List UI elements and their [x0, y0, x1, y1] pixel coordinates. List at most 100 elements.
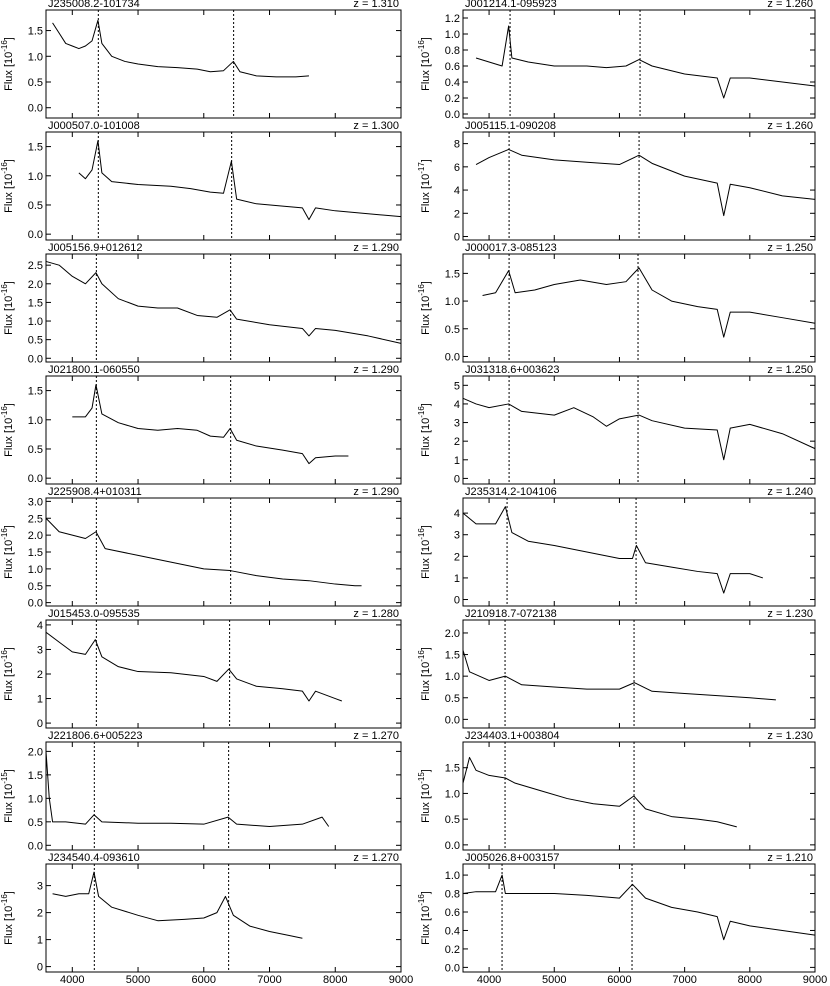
y-axis-label-exponent: -16	[0, 528, 9, 540]
y-tick-label: 0	[454, 232, 460, 244]
y-axis-label-text: Flux [10	[420, 296, 432, 335]
y-axis-label: Flux [10-16]	[0, 37, 15, 91]
panel-title: J225908.4+010311	[48, 486, 142, 498]
y-axis-label: Flux [10-16]	[0, 159, 15, 213]
y-tick-label: 8	[454, 139, 460, 151]
y-tick-label: 2	[37, 908, 43, 920]
y-tick-label: 1.0	[28, 51, 43, 63]
panel-title: J031318.6+003623	[465, 364, 560, 376]
y-axis-label-text: Flux [10	[3, 418, 15, 457]
y-axis-label-end: ]	[3, 403, 15, 406]
y-axis-label-end: ]	[3, 769, 15, 772]
y-tick-label: 0.0	[445, 714, 460, 726]
y-axis-label-end: ]	[3, 891, 15, 894]
y-tick-label: 4	[454, 399, 460, 411]
panel-title: J000507.0-101008	[48, 120, 140, 132]
y-tick-label: 2	[454, 436, 460, 448]
redshift-label: z = 1.250	[767, 364, 813, 376]
y-tick-label: 3	[454, 530, 460, 542]
spectrum-line	[52, 871, 303, 939]
panel: J005026.8+003157 z = 1.210 Flux [10-16] 0.0…	[417, 852, 827, 986]
y-tick-label: 0.8	[445, 45, 460, 57]
y-tick-label: 1	[454, 573, 460, 585]
y-axis-label-exponent: -16	[0, 162, 9, 174]
y-axis-label: Flux [10-16]	[417, 647, 432, 701]
y-tick-label: 0.5	[28, 444, 43, 456]
y-axis-label: Flux [10-16]	[0, 647, 15, 701]
panel: J234540.4-093610 z = 1.270 Flux [10-16] 0 1 2…	[0, 852, 413, 986]
spectrum-line	[475, 25, 816, 99]
panel: J225908.4+010311 z = 1.290 Flux [10-16] 0.0…	[0, 486, 402, 610]
redshift-label: z = 1.250	[767, 242, 813, 254]
redshift-label: z = 1.290	[353, 242, 399, 254]
y-tick-label: 3	[37, 881, 43, 893]
y-tick-label: 0.0	[445, 109, 460, 121]
y-tick-label: 0.2	[445, 944, 460, 956]
panel: J000507.0-101008 z = 1.300 Flux [10-16] 0.0…	[0, 120, 402, 241]
panel: J015453.0-095535 z = 1.280 Flux [10-16] 0 1 2…	[0, 608, 402, 730]
spectrum-line	[78, 140, 402, 221]
redshift-label: z = 1.210	[767, 852, 813, 864]
panel: J234403.1+003804 z = 1.230 Flux [10-15] 0.0…	[417, 730, 816, 852]
panel-title: J234403.1+003804	[465, 730, 560, 742]
y-tick-label: 1.5	[28, 26, 43, 38]
y-axis-label-exponent: -16	[417, 894, 426, 906]
y-tick-label: 1.0	[445, 870, 460, 882]
y-tick-label: 0.6	[445, 61, 460, 73]
plot-frame	[462, 741, 816, 851]
plot-frame	[462, 863, 816, 973]
y-axis-label: Flux [10-16]	[417, 37, 432, 91]
y-axis-label-exponent: -15	[417, 772, 426, 784]
redshift-label: z = 1.260	[767, 0, 813, 10]
y-tick-label: 0.0	[445, 840, 460, 852]
y-axis-label-exponent: -16	[0, 650, 9, 662]
y-tick-label: 1.0	[28, 564, 43, 576]
y-axis-label-exponent: -16	[0, 894, 9, 906]
spectrum-line	[52, 19, 309, 78]
redshift-label: z = 1.230	[767, 730, 813, 742]
plot-frame	[45, 375, 402, 485]
y-tick-label: 2.0	[28, 530, 43, 542]
y-tick-label: 2.0	[28, 279, 43, 291]
y-axis-label-text: Flux [10	[420, 418, 432, 457]
y-tick-label: 3	[454, 418, 460, 430]
y-axis-label-exponent: -16	[417, 650, 426, 662]
plot-frame	[462, 253, 816, 363]
y-tick-label: 0.0	[28, 353, 43, 365]
y-tick-label: 0.0	[28, 598, 43, 610]
y-axis-label-text: Flux [10	[3, 540, 15, 579]
spectrum-line	[72, 384, 349, 465]
plot-frame	[45, 253, 402, 363]
y-tick-label: 4	[454, 508, 460, 520]
redshift-label: z = 1.260	[767, 120, 813, 132]
x-tick-label: 5000	[542, 974, 566, 986]
spectrum-line	[45, 517, 362, 587]
y-tick-label: 1.0	[445, 671, 460, 683]
y-axis-label-text: Flux [10	[420, 540, 432, 579]
y-axis-label: Flux [10-15]	[0, 769, 15, 823]
spectrum-line	[462, 506, 764, 594]
panel-title: J235008.2-101734	[48, 0, 140, 10]
panel: J001214.1-095923 z = 1.260 Flux [10-16] 0.0…	[417, 0, 816, 121]
y-axis-label-exponent: -16	[0, 284, 9, 296]
y-axis-label-end: ]	[3, 525, 15, 528]
panel-title: J005115.1-090208	[465, 120, 556, 132]
y-axis-label-text: Flux [10	[3, 174, 15, 213]
y-tick-label: 0.5	[445, 324, 460, 336]
panel-title: J005026.8+003157	[465, 852, 560, 864]
y-tick-label: 6	[454, 162, 460, 174]
x-tick-label: 8000	[323, 974, 347, 986]
y-axis-label: Flux [10-15]	[417, 769, 432, 823]
y-tick-label: 2	[454, 208, 460, 220]
y-tick-label: 0.4	[445, 77, 460, 89]
y-axis-label: Flux [10-16]	[0, 891, 15, 945]
x-tick-label: 8000	[738, 974, 762, 986]
y-tick-label: 0.0	[445, 962, 460, 974]
y-tick-label: 0.5	[28, 817, 43, 829]
y-axis-label-end: ]	[3, 159, 15, 162]
y-tick-label: 1.5	[28, 386, 43, 398]
x-tick-label: 9000	[803, 974, 827, 986]
y-axis-label: Flux [10-16]	[0, 281, 15, 335]
y-axis-label: Flux [10-16]	[417, 403, 432, 457]
y-tick-label: 2.5	[28, 260, 43, 272]
